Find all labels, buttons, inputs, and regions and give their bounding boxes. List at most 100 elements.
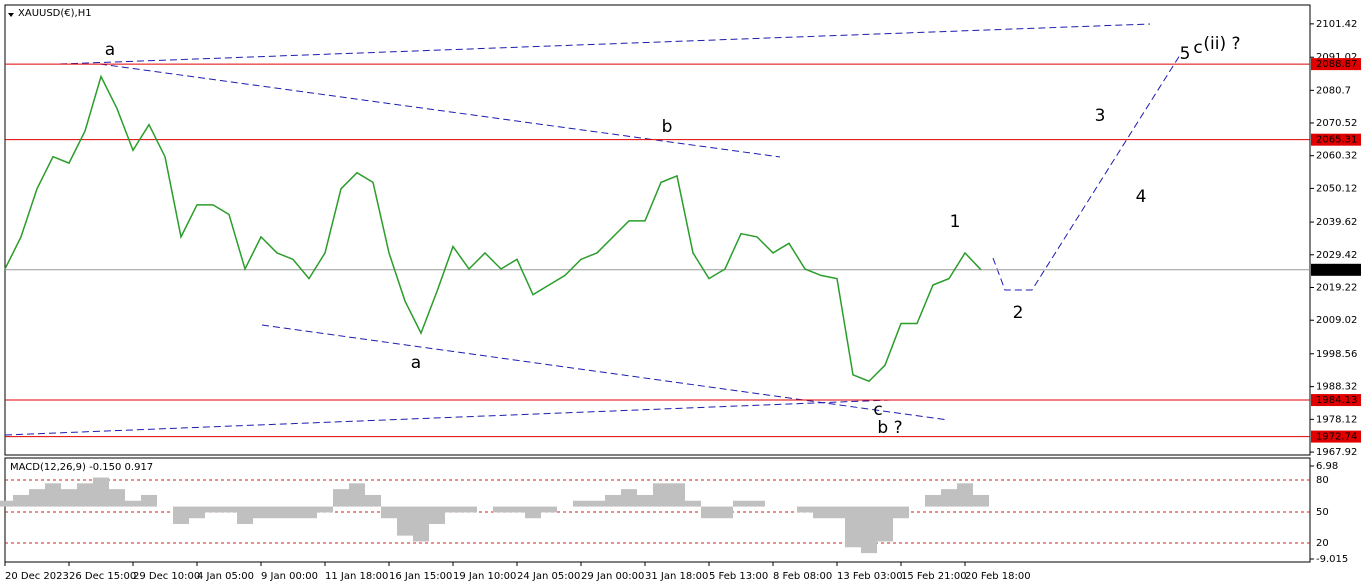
macd-bar bbox=[669, 483, 685, 507]
x-tick-label: 13 Feb 03:00 bbox=[837, 571, 903, 582]
y-tick-label: 2039.62 bbox=[1316, 217, 1357, 228]
y-tick-label: 2060.32 bbox=[1316, 151, 1357, 162]
wave-label: 1 bbox=[950, 212, 961, 232]
macd-bar bbox=[189, 506, 205, 519]
macd-bar bbox=[717, 506, 733, 519]
x-tick-label: 15 Feb 21:00 bbox=[901, 571, 967, 582]
wave-label: b ? bbox=[877, 418, 902, 438]
macd-bar bbox=[285, 506, 301, 519]
macd-title: MACD(12,26,9) -0.150 0.917 bbox=[10, 462, 153, 473]
macd-bar bbox=[125, 500, 141, 507]
y-tick-label: 2101.42 bbox=[1316, 19, 1357, 30]
price-line bbox=[4, 74, 982, 383]
x-tick-label: 8 Feb 08:00 bbox=[773, 571, 832, 582]
macd-bar bbox=[45, 483, 61, 507]
wave-label: b bbox=[662, 117, 673, 137]
level-label: 1972.74 bbox=[1316, 432, 1357, 443]
level-box bbox=[1311, 133, 1361, 146]
macd-bar bbox=[205, 506, 221, 513]
y-tick-label: 2029.42 bbox=[1316, 250, 1357, 261]
macd-bar bbox=[381, 506, 397, 519]
macd-bar bbox=[797, 506, 813, 513]
level-label: 80 bbox=[1316, 475, 1329, 486]
macd-bar bbox=[861, 506, 877, 554]
projection bbox=[992, 54, 1181, 291]
macd-bar bbox=[237, 506, 253, 525]
wave-label: 3 bbox=[1095, 106, 1106, 126]
macd-bar bbox=[573, 500, 589, 507]
x-tick-label: 29 Dec 10:00 bbox=[133, 571, 200, 582]
x-tick-label: 26 Dec 15:00 bbox=[69, 571, 136, 582]
macd-bar bbox=[13, 494, 29, 507]
macd-bar bbox=[413, 506, 429, 542]
macd-bar bbox=[621, 489, 637, 507]
level-label: 20 bbox=[1316, 538, 1329, 549]
macd-bar bbox=[317, 506, 333, 513]
level-box bbox=[1311, 263, 1361, 276]
wave-label: a bbox=[411, 353, 421, 373]
wave-label: 2 bbox=[1013, 303, 1024, 323]
x-tick-label: 11 Jan 18:00 bbox=[325, 571, 388, 582]
y-tick-label: 2009.02 bbox=[1316, 315, 1357, 326]
macd-bar bbox=[77, 483, 93, 507]
macd-bar bbox=[301, 506, 317, 519]
level-box bbox=[1311, 58, 1361, 71]
macd-bar bbox=[749, 500, 765, 507]
macd-bar bbox=[653, 483, 669, 507]
trend-line bbox=[4, 399, 891, 436]
x-tick-label: 20 Feb 18:00 bbox=[965, 571, 1031, 582]
macd-bar bbox=[941, 489, 957, 507]
wave-label: 5 bbox=[1180, 44, 1191, 64]
symbol-title: XAUUSD(€),H1 bbox=[18, 8, 92, 19]
macd-bar bbox=[493, 506, 509, 513]
macd-bar bbox=[445, 506, 461, 513]
level-label: 1984.13 bbox=[1316, 395, 1357, 406]
wave-label: a bbox=[105, 40, 115, 60]
x-tick-label: 9 Jan 00:00 bbox=[261, 571, 318, 582]
y-tick-label: 1988.32 bbox=[1316, 382, 1357, 393]
macd-bar bbox=[365, 494, 381, 507]
x-tick-label: 19 Jan 10:00 bbox=[453, 571, 516, 582]
x-tick-label: 4 Jan 05:00 bbox=[197, 571, 254, 582]
x-tick-label: 29 Jan 00:00 bbox=[581, 571, 644, 582]
y-tick-label: 1967.92 bbox=[1316, 447, 1357, 458]
main-panel bbox=[4, 4, 1311, 456]
macd-bar bbox=[173, 506, 189, 525]
macd-bar bbox=[253, 506, 269, 519]
macd-bar bbox=[29, 489, 45, 507]
y-tick-label: 2080.7 bbox=[1316, 85, 1351, 96]
y-tick-label: 2050.12 bbox=[1316, 183, 1357, 194]
trend-line bbox=[261, 324, 949, 421]
macd-bar bbox=[221, 506, 237, 513]
x-tick-label: 20 Dec 2023 bbox=[5, 571, 69, 582]
macd-bar bbox=[429, 506, 445, 525]
macd-bar bbox=[685, 500, 701, 507]
macd-bar bbox=[701, 506, 717, 519]
macd-bar bbox=[845, 506, 861, 548]
macd-bar bbox=[333, 489, 349, 507]
level-label: 2065.31 bbox=[1316, 135, 1357, 146]
level-box bbox=[1311, 394, 1361, 407]
wave-label: c bbox=[1193, 38, 1202, 58]
macd-bar bbox=[893, 506, 909, 519]
x-tick-label: 5 Feb 13:00 bbox=[709, 571, 768, 582]
macd-bar bbox=[397, 506, 413, 536]
macd-bar bbox=[525, 506, 541, 519]
level-label: 50 bbox=[1316, 507, 1329, 518]
y-tick-label: 2070.52 bbox=[1316, 118, 1357, 129]
x-tick-label: 31 Jan 18:00 bbox=[645, 571, 708, 582]
macd-bar bbox=[973, 494, 989, 507]
y-tick-label: 2091.02 bbox=[1316, 52, 1357, 63]
macd-bar bbox=[509, 506, 525, 513]
trend-lines bbox=[4, 23, 1181, 436]
macd-bar bbox=[605, 494, 621, 507]
macd-bar bbox=[61, 489, 77, 507]
macd-bar bbox=[349, 483, 365, 507]
macd-bar bbox=[141, 494, 157, 507]
macd-bar bbox=[461, 506, 477, 513]
macd-bar bbox=[589, 500, 605, 507]
macd-bar bbox=[733, 500, 749, 507]
level-label: 2024.74 bbox=[1316, 265, 1357, 276]
macd-bar bbox=[637, 494, 653, 507]
y-tick-label: 1998.56 bbox=[1316, 349, 1357, 360]
